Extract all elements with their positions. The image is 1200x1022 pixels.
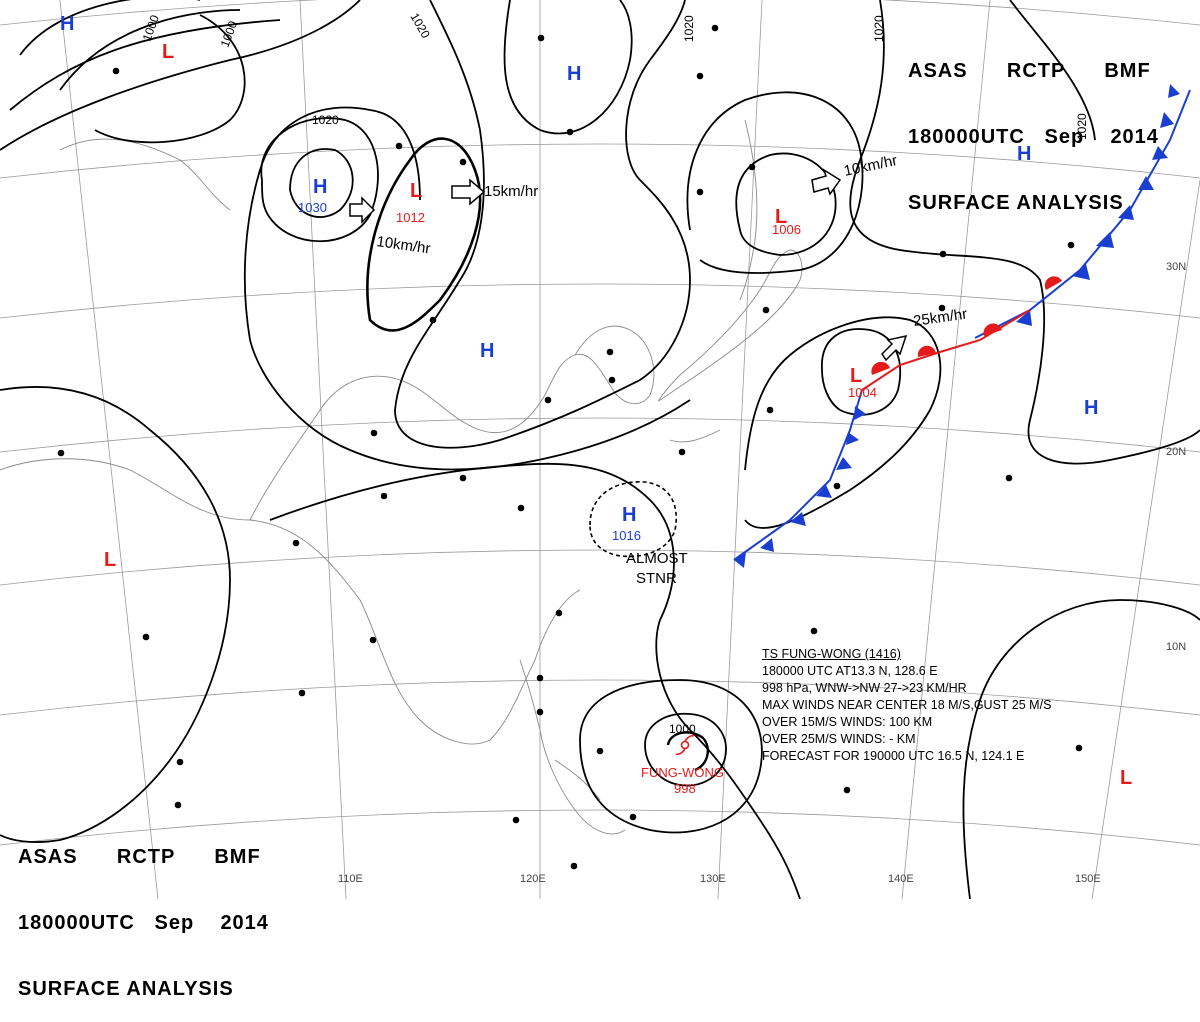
latitude-grid xyxy=(0,0,1200,846)
low-center-2: L xyxy=(410,180,422,202)
header-code: BMF xyxy=(1104,60,1151,82)
pressure-centers: H L H 1030 L 1012 H H L 1006 H L 1004 H … xyxy=(60,13,1132,789)
lon-label-140e: 140E xyxy=(888,873,914,885)
low-center-4-value: 1004 xyxy=(848,385,877,400)
warm-front xyxy=(861,276,1062,391)
footer-agency: ASAS xyxy=(18,846,78,868)
header-time: 180000UTC xyxy=(908,126,1025,148)
high-center-1: H xyxy=(60,13,74,35)
header-top-right: ASAS RCTP BMF 180000UTC Sep 2014 SURFACE… xyxy=(908,16,1159,236)
isobar-label-1020-a: 1020 xyxy=(312,113,339,127)
low-center-1: L xyxy=(162,41,174,63)
high-center-3: H xyxy=(567,63,581,85)
high-center-7-value: 1016 xyxy=(612,528,641,543)
footer-station: RCTP xyxy=(116,846,176,868)
arrow-east-2 xyxy=(349,196,376,224)
typhoon-info-line-3: MAX WINDS NEAR CENTER 18 M/S,GUST 25 M/S xyxy=(762,698,1052,712)
typhoon-info-line-2: 998 hPa, WNW->NW 27->23 KM/HR xyxy=(762,681,967,695)
typhoon-info-line-5: OVER 25M/S WINDS: - KM xyxy=(762,732,916,746)
footer-title: SURFACE ANALYSIS xyxy=(18,978,234,1000)
high-center-2: H xyxy=(313,176,327,198)
typhoon-info-title: TS FUNG-WONG (1416) xyxy=(762,647,901,661)
lon-label-130e: 130E xyxy=(700,873,726,885)
lat-label-30n: 30N xyxy=(1166,261,1186,273)
high-center-2-value: 1030 xyxy=(298,200,327,215)
isobar-label-1020-c: 1020 xyxy=(682,15,696,42)
low-center-2-value: 1012 xyxy=(396,210,425,225)
station-plots xyxy=(57,24,1083,870)
typhoon-info-line-1: 180000 UTC AT13.3 N, 128.6 E xyxy=(762,664,938,678)
isobars xyxy=(0,0,1200,899)
stationary-line-1: ALMOST xyxy=(626,550,688,567)
movement-arrows xyxy=(349,168,908,362)
low-center-4: L xyxy=(850,365,862,387)
lon-label-150e: 150E xyxy=(1075,873,1101,885)
typhoon-pressure-label: 998 xyxy=(674,781,696,796)
header-agency: ASAS xyxy=(908,60,968,82)
isobar-label-1020-e: 1020 xyxy=(1075,113,1089,140)
high-center-7: H xyxy=(622,504,636,526)
lat-label-20n: 20N xyxy=(1166,446,1186,458)
high-center-5: H xyxy=(1017,143,1031,165)
footer-time: 180000UTC xyxy=(18,912,135,934)
header-bottom-left: ASAS RCTP BMF 180000UTC Sep 2014 SURFACE… xyxy=(18,802,269,1022)
low-center-5: L xyxy=(104,549,116,571)
coastlines xyxy=(0,119,803,835)
isobar-label-1000-c: 1000 xyxy=(669,722,696,736)
high-center-6: H xyxy=(1084,397,1098,419)
typhoon-info-line-6: FORECAST FOR 190000 UTC 16.5 N, 124.1 E xyxy=(762,749,1025,763)
typhoon: FUNG-WONG 998 xyxy=(641,734,724,796)
lon-label-120e: 120E xyxy=(520,873,546,885)
graticule-labels: 110E 120E 130E 140E 150E 30N 20N 10N xyxy=(338,261,1186,885)
arrow-northeast xyxy=(881,334,908,362)
stationary-annotation: ALMOST STNR xyxy=(626,550,688,587)
stationary-line-2: STNR xyxy=(636,570,677,587)
header-title: SURFACE ANALYSIS xyxy=(908,192,1124,214)
isobar-label-1020-d: 1020 xyxy=(872,15,886,42)
typhoon-info-box: TS FUNG-WONG (1416) 180000 UTC AT13.3 N,… xyxy=(762,646,1122,765)
movement-label-1: 15km/hr xyxy=(484,183,538,200)
header-year: 2014 xyxy=(1110,126,1159,148)
low-center-6: L xyxy=(1120,767,1132,789)
typhoon-name-label: FUNG-WONG xyxy=(641,765,724,780)
lat-label-10n: 10N xyxy=(1166,641,1186,653)
footer-year: 2014 xyxy=(220,912,269,934)
typhoon-symbol xyxy=(675,734,695,756)
footer-code: BMF xyxy=(214,846,261,868)
weather-map: 110E 120E 130E 140E 150E 30N 20N 10N xyxy=(0,0,1200,899)
header-station: RCTP xyxy=(1006,60,1066,82)
high-center-4: H xyxy=(480,340,494,362)
footer-month: Sep xyxy=(154,912,195,934)
typhoon-info-line-4: OVER 15M/S WINDS: 100 KM xyxy=(762,715,933,729)
header-month: Sep xyxy=(1044,126,1085,148)
low-center-3: L xyxy=(775,206,787,228)
low-center-3-value: 1006 xyxy=(772,222,801,237)
arrow-east-1 xyxy=(451,178,486,206)
arrow-east-3 xyxy=(811,168,842,196)
lon-label-110e: 110E xyxy=(338,873,363,885)
